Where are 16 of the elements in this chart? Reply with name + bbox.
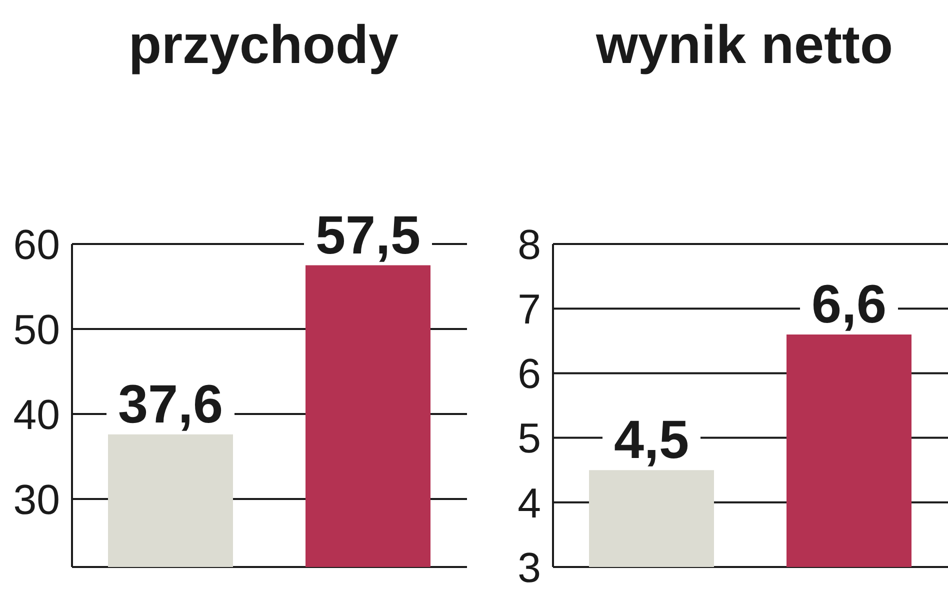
- data-label: 4,5: [614, 410, 690, 470]
- y-tick-label: 30: [13, 476, 60, 523]
- y-tick-label: 8: [518, 220, 541, 268]
- chart-title: przychody: [127, 14, 400, 75]
- y-tick-label: 4: [518, 479, 541, 526]
- data-label: 57,5: [315, 205, 421, 266]
- data-label: 6,6: [811, 274, 887, 334]
- y-tick-label: 60: [13, 220, 60, 268]
- y-tick-label: 40: [13, 390, 60, 438]
- y-tick-label: 5: [518, 414, 541, 462]
- data-label: 37,6: [118, 374, 224, 434]
- y-tick-label: 50: [13, 306, 60, 353]
- y-tick-label: 3: [518, 544, 541, 591]
- y-tick-label: 6: [518, 350, 541, 398]
- chart-title: wynik netto: [594, 14, 894, 75]
- y-tick-label: 7: [518, 286, 541, 333]
